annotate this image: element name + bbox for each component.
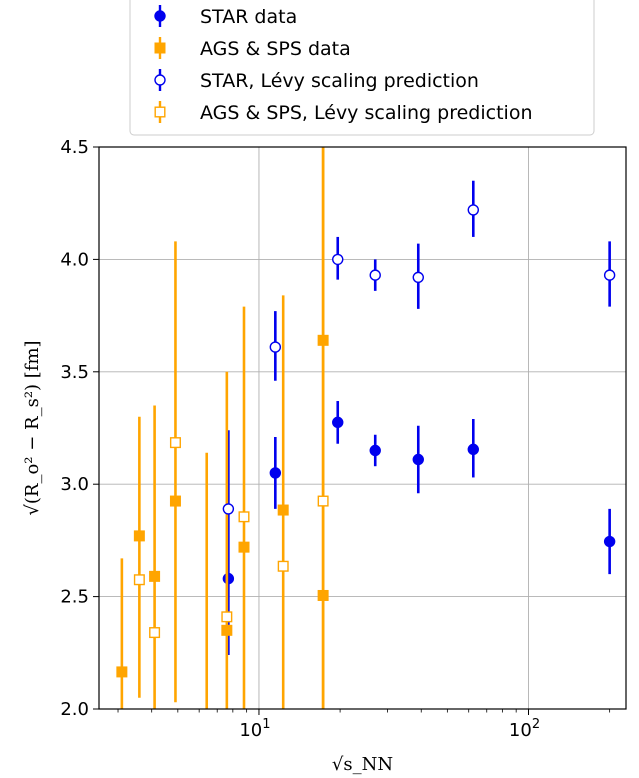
axis-labels: √s_NN √(R_o² − R_s²) [fm] bbox=[22, 340, 393, 775]
legend-marker bbox=[154, 74, 166, 86]
grid bbox=[99, 146, 626, 710]
data-point bbox=[277, 504, 289, 516]
legend-label: AGS & SPS data bbox=[200, 38, 351, 60]
data-point bbox=[238, 541, 250, 553]
legend-box bbox=[129, 0, 595, 136]
data-point bbox=[133, 574, 145, 586]
data-point bbox=[412, 271, 424, 284]
legend-entry: AGS & SPS, Lévy scaling prediction bbox=[154, 101, 532, 124]
data-point bbox=[603, 535, 616, 548]
axis-ticks: 2.0 2.5 3.0 3.5 4.0 4.5 101 102 bbox=[60, 137, 611, 741]
data-point bbox=[332, 253, 344, 266]
x-tick-label: 101 bbox=[239, 717, 270, 741]
data-point bbox=[269, 341, 282, 353]
data-point bbox=[317, 589, 329, 601]
data-point bbox=[149, 570, 161, 582]
y-tick-label: 2.5 bbox=[60, 587, 89, 608]
data-point bbox=[467, 443, 479, 456]
legend-entry: STAR data bbox=[154, 5, 297, 28]
data-point bbox=[369, 269, 381, 281]
data-point bbox=[222, 572, 235, 585]
plot-area bbox=[98, 146, 627, 710]
y-tick-label: 4.0 bbox=[60, 249, 89, 270]
series-2 bbox=[116, 147, 329, 709]
data-point bbox=[467, 204, 479, 216]
series-4 bbox=[133, 437, 329, 709]
series-1 bbox=[222, 401, 616, 656]
data-point bbox=[603, 269, 616, 281]
data-point bbox=[332, 416, 344, 429]
y-tick-label: 2.0 bbox=[60, 699, 89, 720]
data-point bbox=[269, 467, 282, 479]
y-tick-label: 4.5 bbox=[60, 137, 89, 158]
legend-entry: STAR, Lévy scaling prediction bbox=[154, 69, 479, 92]
legend-label: STAR, Lévy scaling prediction bbox=[200, 70, 479, 92]
data-point bbox=[169, 437, 181, 449]
y-tick-label: 3.5 bbox=[60, 362, 89, 383]
legend-label: STAR data bbox=[200, 6, 297, 28]
y-axis-label: √(R_o² − R_s²) [fm] bbox=[22, 340, 43, 515]
data-point bbox=[221, 624, 233, 636]
data-point bbox=[222, 503, 235, 515]
y-tick-label: 3.0 bbox=[60, 474, 89, 495]
data-point bbox=[169, 495, 181, 507]
x-tick-label: 102 bbox=[509, 717, 540, 741]
data-point bbox=[133, 530, 145, 542]
data-point bbox=[116, 666, 128, 678]
legend-entry: AGS & SPS data bbox=[154, 37, 351, 60]
legend-marker bbox=[154, 106, 166, 118]
data-point bbox=[149, 627, 161, 639]
legend-marker bbox=[154, 42, 166, 54]
legend-marker bbox=[154, 10, 166, 22]
data-point bbox=[412, 453, 424, 466]
data-point bbox=[238, 511, 250, 523]
x-axis-label: √s_NN bbox=[332, 754, 393, 775]
data-point bbox=[277, 560, 289, 572]
series-3 bbox=[222, 180, 616, 515]
legend-label: AGS & SPS, Lévy scaling prediction bbox=[200, 102, 532, 124]
data-point bbox=[369, 444, 381, 457]
data-point bbox=[317, 495, 329, 507]
series-layer bbox=[116, 147, 616, 709]
data-point bbox=[221, 611, 233, 623]
legend: STAR data AGS & SPS data STAR, Lévy scalin… bbox=[129, 0, 595, 136]
